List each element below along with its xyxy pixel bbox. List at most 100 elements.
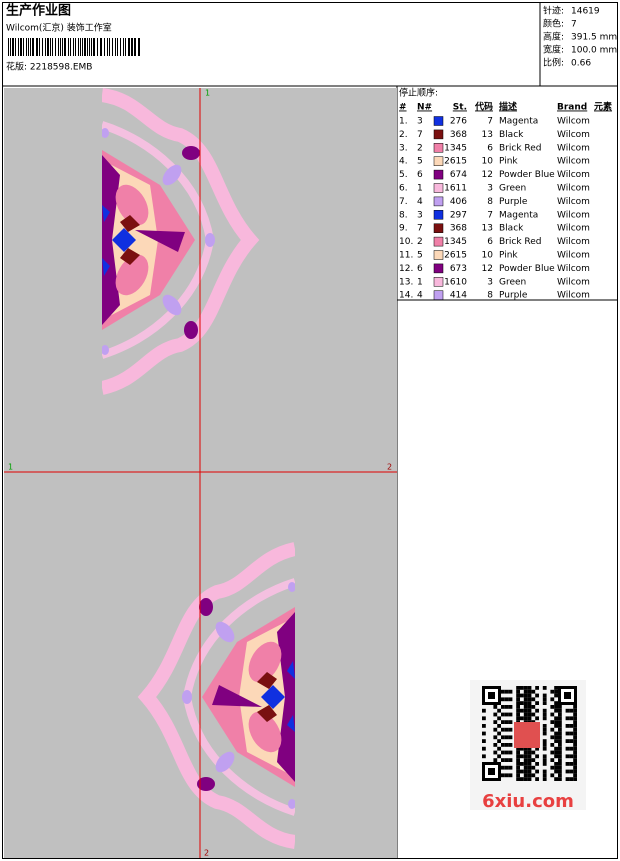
info-value: 14619 bbox=[571, 7, 600, 17]
qr-cell bbox=[527, 705, 532, 709]
qr-cell bbox=[565, 762, 570, 766]
qr-cell bbox=[558, 746, 562, 751]
qr-cell bbox=[493, 705, 498, 709]
qr-cell bbox=[531, 758, 536, 762]
qr-cell bbox=[554, 731, 558, 736]
bar bbox=[36, 38, 38, 56]
qr-cell bbox=[504, 758, 509, 762]
watermark: 6xiu.com bbox=[482, 791, 574, 812]
bar bbox=[82, 38, 83, 56]
bar bbox=[42, 38, 43, 56]
cell: 6 bbox=[417, 264, 423, 274]
cell: Black bbox=[499, 130, 524, 140]
qr-cell bbox=[565, 769, 570, 774]
cell: Black bbox=[499, 224, 524, 234]
qr-cell bbox=[493, 735, 498, 740]
qr-cell bbox=[542, 693, 547, 698]
bar bbox=[104, 38, 105, 56]
cell: 5 bbox=[417, 157, 423, 167]
qr-cell bbox=[482, 724, 486, 728]
cell: Brick Red bbox=[499, 143, 542, 153]
qr-cell bbox=[554, 708, 558, 713]
cell: 7 bbox=[417, 224, 423, 234]
bar bbox=[20, 38, 22, 56]
qr-cell bbox=[516, 765, 520, 770]
qr-cell bbox=[508, 765, 513, 770]
info-value: 391.5 mm bbox=[571, 33, 617, 43]
cell: Wilcom bbox=[557, 264, 590, 274]
qr-cell bbox=[527, 697, 532, 702]
qr-cell bbox=[520, 686, 524, 690]
qr-cell bbox=[535, 686, 539, 690]
qr-cell bbox=[531, 705, 536, 709]
cell: 368 bbox=[450, 130, 467, 140]
qr-cell bbox=[558, 739, 562, 743]
cell: 3 bbox=[487, 184, 493, 194]
bar bbox=[128, 38, 130, 56]
qr-cell bbox=[535, 716, 539, 721]
qr-finder bbox=[488, 768, 495, 775]
bar bbox=[80, 38, 81, 56]
qr-cell bbox=[550, 773, 555, 778]
cell: 8. bbox=[399, 210, 408, 220]
bar bbox=[39, 38, 40, 56]
qr-cell bbox=[558, 773, 562, 778]
qr-cell bbox=[523, 777, 528, 781]
qr-cell bbox=[527, 777, 532, 781]
qr-cell bbox=[535, 777, 539, 781]
cell: 276 bbox=[450, 117, 467, 127]
color-swatch bbox=[433, 210, 444, 220]
cell: Wilcom bbox=[557, 224, 590, 234]
cell: Green bbox=[499, 184, 526, 194]
cell: 3. bbox=[399, 143, 408, 153]
qr-cell bbox=[531, 689, 536, 694]
cell: 3 bbox=[487, 277, 493, 287]
qr-cell bbox=[569, 731, 574, 736]
qr-cell bbox=[542, 773, 547, 778]
qr-cell bbox=[508, 720, 513, 724]
cell: 12 bbox=[482, 264, 493, 274]
cell: Powder Blue bbox=[499, 264, 555, 274]
qr-cell bbox=[573, 727, 577, 732]
cell: Wilcom bbox=[557, 184, 590, 194]
qr-cell bbox=[542, 686, 547, 690]
qr-cell bbox=[501, 758, 505, 762]
qr-cell bbox=[516, 769, 520, 774]
column-header: 描述 bbox=[499, 101, 517, 113]
bar bbox=[120, 38, 121, 56]
qr-cell bbox=[508, 705, 513, 709]
qr-cell bbox=[523, 705, 528, 709]
cell: Brick Red bbox=[499, 237, 542, 247]
qr-cell bbox=[550, 750, 555, 755]
bar bbox=[134, 38, 136, 56]
qr-cell bbox=[508, 697, 513, 702]
bar bbox=[70, 38, 71, 56]
qr-cell bbox=[516, 773, 520, 778]
bar bbox=[26, 38, 27, 56]
cell: 13 bbox=[482, 130, 493, 140]
qr-cell bbox=[523, 754, 528, 759]
qr-cell bbox=[501, 720, 505, 724]
cell: Wilcom bbox=[557, 157, 590, 167]
qr-cell bbox=[523, 750, 528, 755]
color-swatch bbox=[433, 143, 444, 153]
cell: 414 bbox=[450, 291, 467, 301]
cell: 3 bbox=[417, 117, 423, 127]
qr-finder bbox=[488, 692, 495, 699]
column-header: N# bbox=[417, 103, 432, 113]
cell: Pink bbox=[499, 157, 518, 167]
qr-cell bbox=[558, 777, 562, 781]
qr-cell bbox=[573, 758, 577, 762]
qr-cell bbox=[527, 758, 532, 762]
qr-cell bbox=[569, 746, 574, 751]
qr-cell bbox=[527, 716, 532, 721]
qr-cell bbox=[482, 708, 486, 713]
qr-cell bbox=[501, 735, 505, 740]
qr-cell bbox=[516, 716, 520, 721]
qr-cell bbox=[504, 743, 509, 747]
cell: 6 bbox=[487, 143, 493, 153]
qr-cell bbox=[550, 735, 555, 740]
qr-cell bbox=[504, 712, 509, 717]
qr-cell bbox=[527, 708, 532, 713]
